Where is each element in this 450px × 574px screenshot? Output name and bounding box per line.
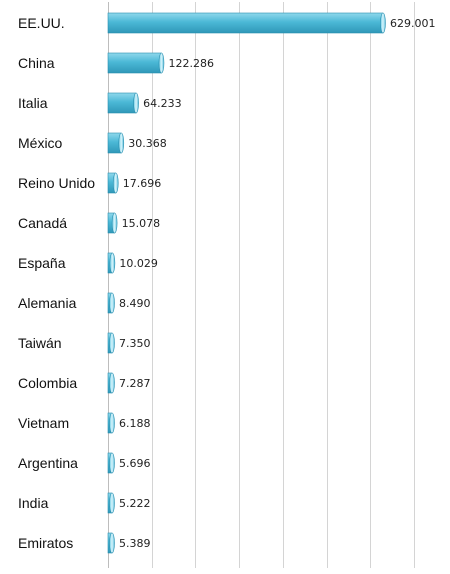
category-label: México: [18, 135, 63, 151]
bar-end-cap: [111, 212, 118, 234]
bar-body: [107, 52, 162, 74]
bar: [107, 172, 119, 194]
bar: [107, 92, 139, 114]
value-label: 30.368: [128, 137, 167, 150]
bar-end-cap: [109, 252, 116, 274]
bars: [107, 12, 386, 554]
gridlines: [108, 2, 415, 568]
bar-end-cap: [109, 372, 115, 394]
bar: [107, 412, 115, 434]
category-labels: EE.UU. China Italia México Reino Unido Canadá…: [18, 15, 95, 551]
value-label: 64.233: [143, 97, 182, 110]
category-label: Emiratos: [18, 535, 73, 551]
bar-end-cap: [109, 412, 115, 434]
category-label: Argentina: [18, 455, 78, 471]
value-label: 6.188: [119, 417, 151, 430]
category-label: China: [18, 55, 55, 71]
bar: [107, 492, 115, 514]
bar-end-cap: [380, 12, 386, 34]
bar: [107, 252, 116, 274]
category-label: Taiwán: [18, 335, 62, 351]
value-label: 5.696: [119, 457, 151, 470]
bar-end-cap: [109, 332, 115, 354]
bar: [107, 132, 125, 154]
bar-end-cap: [118, 132, 125, 154]
value-label: 15.078: [122, 217, 161, 230]
bar-end-cap: [109, 452, 115, 474]
value-label: 5.222: [119, 497, 151, 510]
category-label: España: [18, 255, 66, 271]
bar: [107, 212, 118, 234]
bar: [107, 332, 115, 354]
category-label: Reino Unido: [18, 175, 95, 191]
bar: [107, 52, 165, 74]
value-label: 10.029: [119, 257, 158, 270]
bar-end-cap: [109, 292, 115, 314]
value-label: 5.389: [119, 537, 151, 550]
bar-end-cap: [109, 492, 115, 514]
bar-end-cap: [158, 52, 165, 74]
value-label: 17.696: [123, 177, 162, 190]
bar-body: [107, 12, 384, 34]
bar-end-cap: [109, 532, 115, 554]
bar: [107, 372, 115, 394]
value-label: 7.350: [119, 337, 151, 350]
value-label: 7.287: [119, 377, 151, 390]
bar: [107, 532, 115, 554]
bar: [107, 292, 115, 314]
category-label: India: [18, 495, 49, 511]
bar-end-cap: [112, 172, 119, 194]
bar-end-cap: [133, 92, 139, 114]
category-label: Colombia: [18, 375, 77, 391]
bar-body: [107, 92, 137, 114]
category-label: EE.UU.: [18, 15, 65, 31]
value-label: 8.490: [119, 297, 151, 310]
bar: [107, 452, 115, 474]
category-label: Italia: [18, 95, 48, 111]
value-labels: 629.001 122.286 64.233 30.368 17.696 15.078 10…: [119, 17, 435, 550]
value-label: 629.001: [390, 17, 436, 30]
value-label: 122.286: [168, 57, 214, 70]
category-label: Canadá: [18, 215, 67, 231]
category-label: Vietnam: [18, 415, 69, 431]
category-label: Alemania: [18, 295, 77, 311]
bar: [107, 12, 386, 34]
